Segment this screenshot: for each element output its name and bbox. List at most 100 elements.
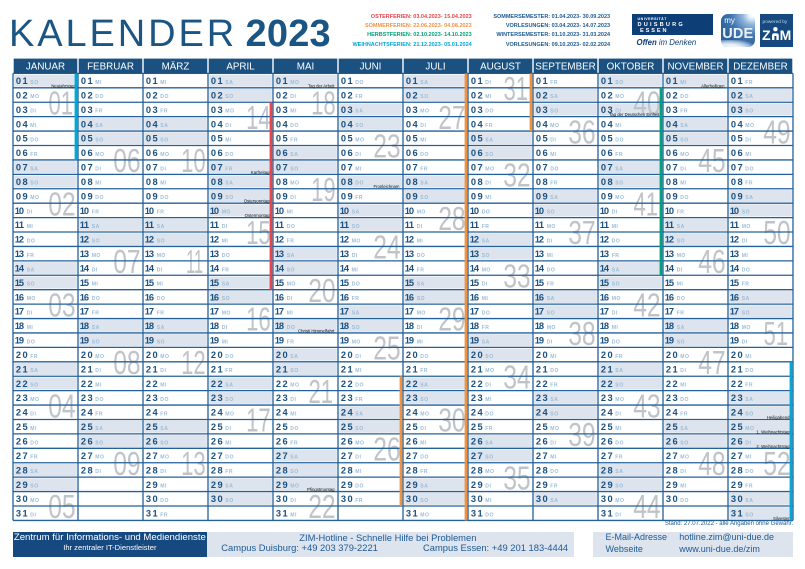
svg-text:DO: DO [612,238,621,244]
svg-text:DI: DI [417,325,423,331]
svg-text:21: 21 [146,364,158,374]
svg-text:09: 09 [276,191,288,201]
svg-text:DI: DI [677,267,683,273]
svg-text:MI: MI [290,109,297,115]
svg-text:SO: SO [547,210,555,216]
svg-text:03: 03 [341,105,353,115]
svg-text:07: 07 [406,163,418,173]
svg-text:23: 23 [666,393,678,403]
svg-text:24: 24 [146,408,159,418]
svg-text:01: 01 [146,76,158,86]
svg-text:SO: SO [30,383,38,389]
svg-text:18: 18 [15,321,24,331]
svg-text:02: 02 [731,90,743,100]
svg-text:14: 14 [15,263,25,273]
svg-text:13: 13 [730,249,739,259]
svg-text:18: 18 [665,321,674,331]
svg-text:FR: FR [355,397,363,403]
svg-text:MI: MI [95,80,102,86]
svg-text:SO: SO [225,94,233,100]
svg-text:01: 01 [276,76,288,86]
svg-text:SO: SO [225,195,233,201]
svg-text:SO: SO [550,109,558,115]
svg-text:MO: MO [420,109,429,115]
svg-text:14: 14 [470,263,480,273]
svg-text:MI: MI [615,123,622,129]
svg-text:11: 11 [340,220,349,230]
svg-text:21: 21 [406,364,418,374]
svg-text:27: 27 [731,451,743,461]
svg-text:27: 27 [666,451,678,461]
svg-text:14: 14 [246,99,271,136]
svg-text:DI: DI [160,368,166,374]
svg-text:20: 20 [341,350,353,360]
svg-text:08: 08 [16,177,28,187]
svg-text:01: 01 [731,76,743,86]
svg-text:20: 20 [211,350,223,360]
svg-text:MI: MI [680,484,687,490]
svg-text:21: 21 [276,364,288,374]
svg-text:26: 26 [471,437,483,447]
svg-text:Ostersonntag: Ostersonntag [244,199,270,204]
svg-text:SO: SO [742,311,750,317]
svg-text:05: 05 [81,134,93,144]
svg-text:MO: MO [742,224,751,230]
svg-text:DO: DO [30,137,39,143]
svg-text:04: 04 [536,119,549,129]
svg-text:27: 27 [471,451,483,461]
svg-text:28: 28 [276,465,288,475]
svg-text:MO: MO [485,469,494,475]
svg-text:23: 23 [373,128,401,165]
svg-text:28: 28 [666,465,678,475]
svg-text:22: 22 [666,379,678,389]
svg-text:26: 26 [601,437,613,447]
svg-text:DI: DI [742,339,748,345]
svg-text:15: 15 [246,214,271,251]
svg-text:31: 31 [601,509,613,519]
svg-text:FR: FR [677,210,685,216]
svg-text:17: 17 [535,307,544,317]
svg-text:20: 20 [666,350,678,360]
svg-text:MI: MI [745,152,752,158]
svg-text:13: 13 [405,249,414,259]
svg-text:DO: DO [160,94,169,100]
svg-text:10: 10 [340,206,349,216]
svg-text:23: 23 [601,393,613,403]
svg-text:29: 29 [536,480,548,490]
svg-text:DO: DO [95,195,104,201]
svg-text:MO: MO [615,94,624,100]
svg-text:M: M [780,27,791,43]
svg-text:07: 07 [81,163,93,173]
svg-text:SA: SA [550,94,558,100]
svg-text:FR: FR [157,311,165,317]
svg-text:SA: SA [615,469,623,475]
svg-text:MI: MI [222,339,229,345]
svg-text:11: 11 [535,220,544,230]
svg-text:16: 16 [405,292,414,302]
svg-text:14: 14 [275,263,285,273]
svg-text:26: 26 [211,437,223,447]
svg-text:DI: DI [287,296,293,302]
svg-text:49: 49 [763,113,791,150]
svg-text:17: 17 [246,402,271,439]
svg-text:41: 41 [634,185,659,222]
svg-text:07: 07 [276,163,288,173]
svg-text:29: 29 [146,480,158,490]
svg-text:DO: DO [485,109,494,115]
svg-text:FR: FR [417,267,425,273]
svg-text:29: 29 [731,480,743,490]
svg-text:DI: DI [417,224,423,230]
svg-text:27: 27 [536,451,548,461]
svg-text:MI: MI [745,455,752,461]
svg-text:DI: DI [615,411,621,417]
svg-text:06: 06 [16,148,28,158]
svg-text:SO: SO [420,397,428,403]
svg-text:21: 21 [536,364,548,374]
svg-text:SA: SA [547,296,555,302]
svg-text:FR: FR [615,152,623,158]
svg-text:09: 09 [81,191,93,201]
svg-text:28: 28 [471,465,483,475]
svg-text:07: 07 [471,163,483,173]
svg-text:MI: MI [160,484,167,490]
svg-text:06: 06 [341,148,353,158]
